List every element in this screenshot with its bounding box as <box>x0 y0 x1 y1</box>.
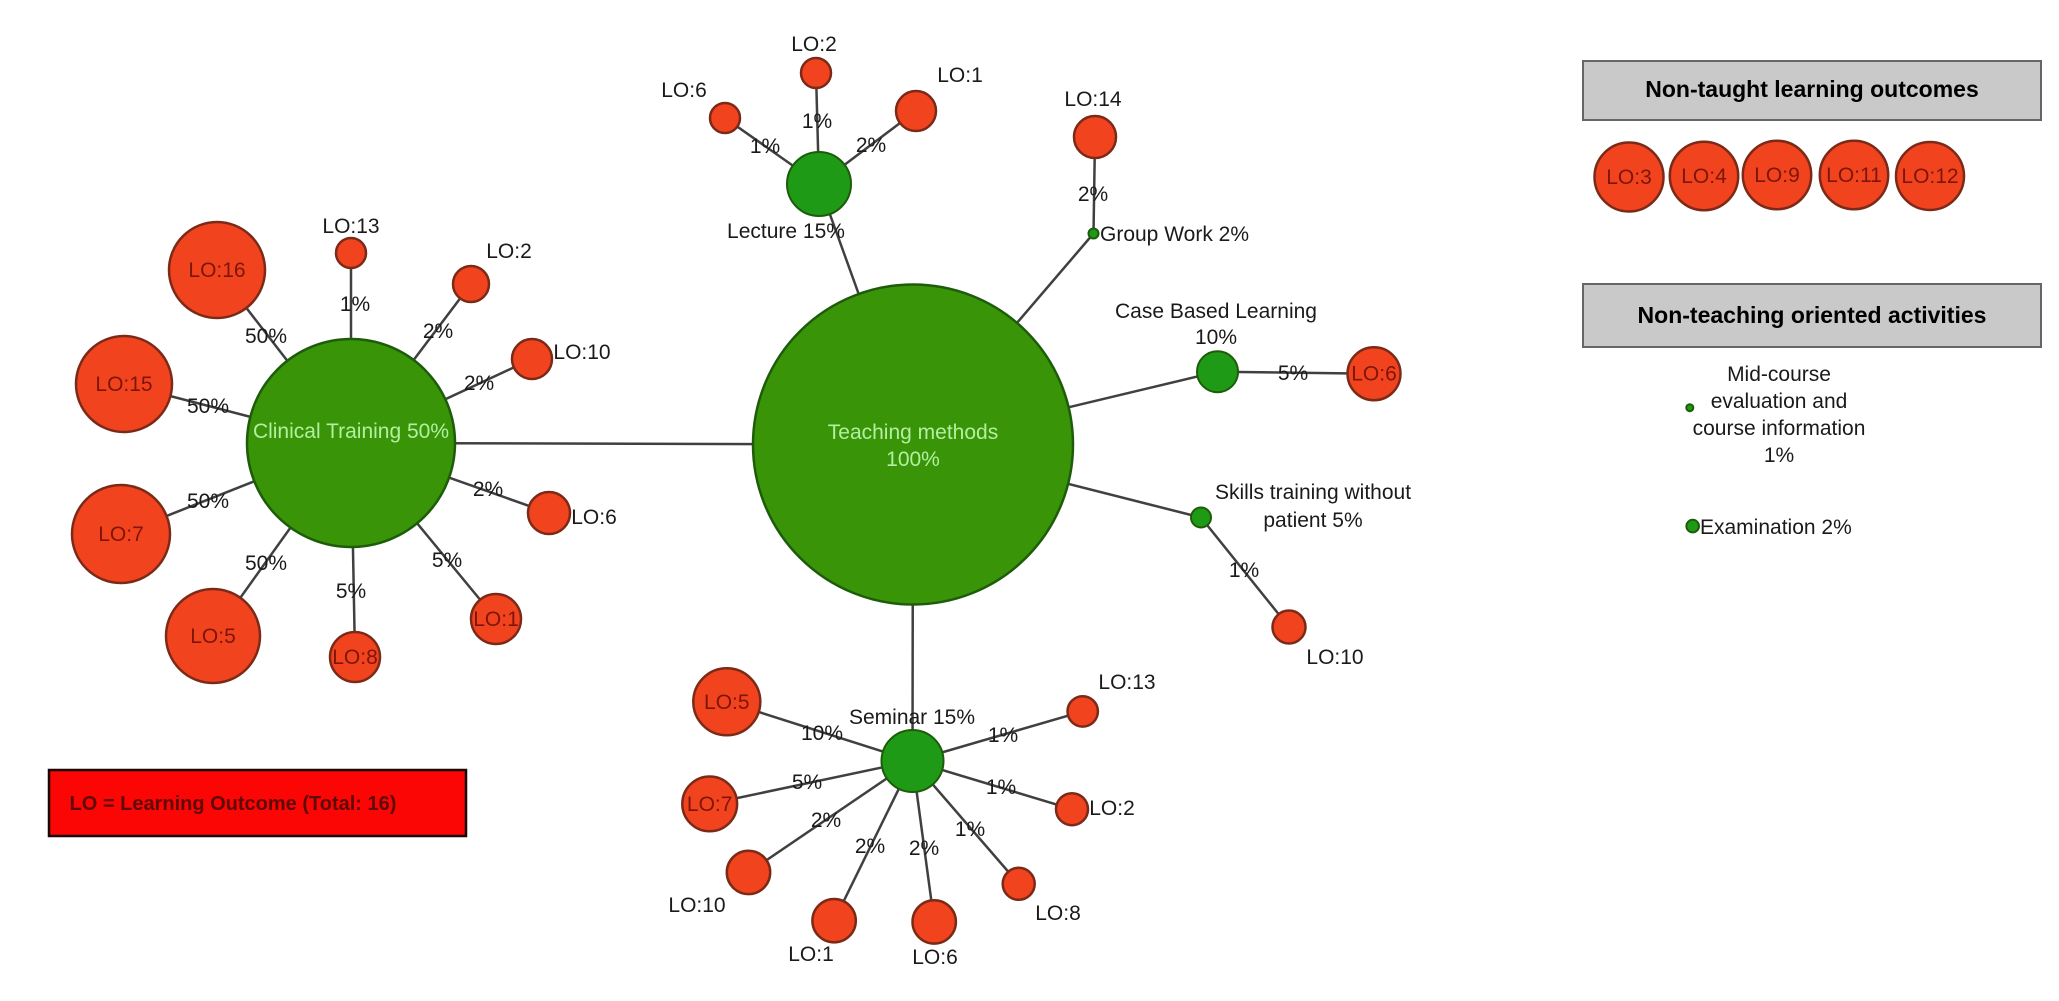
svg-text:LO:3: LO:3 <box>1606 166 1652 189</box>
svg-text:2%: 2% <box>464 372 494 395</box>
svg-text:LO:16: LO:16 <box>188 259 245 282</box>
svg-text:50%: 50% <box>187 490 229 513</box>
svg-text:Lecture 15%: Lecture 15% <box>727 220 845 243</box>
svg-text:1%: 1% <box>986 776 1016 799</box>
svg-text:LO:8: LO:8 <box>332 646 378 669</box>
svg-text:LO:1: LO:1 <box>788 943 834 966</box>
svg-text:1%: 1% <box>750 135 780 158</box>
svg-text:LO:15: LO:15 <box>95 373 152 396</box>
svg-text:LO:9: LO:9 <box>1754 164 1800 187</box>
svg-text:LO:2: LO:2 <box>486 240 532 263</box>
svg-text:Teaching methods: Teaching methods <box>828 421 998 444</box>
svg-text:100%: 100% <box>886 448 940 471</box>
svg-text:Seminar 15%: Seminar 15% <box>849 706 975 729</box>
svg-text:Non-teaching oriented activiti: Non-teaching oriented activities <box>1638 302 1987 328</box>
svg-text:2%: 2% <box>811 809 841 832</box>
svg-text:1%: 1% <box>802 110 832 133</box>
svg-text:LO:14: LO:14 <box>1064 88 1122 111</box>
svg-text:LO:12: LO:12 <box>1901 165 1958 188</box>
svg-text:50%: 50% <box>187 395 229 418</box>
svg-text:50%: 50% <box>245 552 287 575</box>
svg-text:5%: 5% <box>432 549 462 572</box>
svg-text:Skills training without: Skills training without <box>1215 481 1411 504</box>
svg-text:Case Based Learning: Case Based Learning <box>1115 300 1317 323</box>
svg-text:LO:13: LO:13 <box>322 215 379 238</box>
svg-text:1%: 1% <box>988 724 1018 747</box>
svg-text:LO:7: LO:7 <box>687 793 733 816</box>
svg-text:LO:10: LO:10 <box>553 341 610 364</box>
svg-text:LO:6: LO:6 <box>661 79 707 102</box>
svg-text:Group Work 2%: Group Work 2% <box>1100 223 1249 246</box>
svg-text:5%: 5% <box>336 580 366 603</box>
svg-text:2%: 2% <box>473 478 503 501</box>
svg-text:LO:7: LO:7 <box>98 523 144 546</box>
svg-text:LO:5: LO:5 <box>704 691 750 714</box>
svg-text:LO = Learning Outcome (Total:: LO = Learning Outcome (Total: 16) <box>70 793 397 815</box>
svg-text:2%: 2% <box>423 320 453 343</box>
svg-text:LO:2: LO:2 <box>1089 797 1135 820</box>
svg-text:LO:10: LO:10 <box>668 894 725 917</box>
svg-text:LO:4: LO:4 <box>1681 165 1727 188</box>
svg-text:1%: 1% <box>1229 559 1259 582</box>
svg-text:LO:1: LO:1 <box>937 64 983 87</box>
svg-text:Non-taught learning outcomes: Non-taught learning outcomes <box>1645 76 1979 102</box>
svg-text:5%: 5% <box>1278 362 1308 385</box>
svg-text:LO:6: LO:6 <box>571 506 617 529</box>
svg-text:LO:8: LO:8 <box>1035 902 1081 925</box>
svg-text:1%: 1% <box>340 293 370 316</box>
svg-text:Examination 2%: Examination 2% <box>1700 516 1852 539</box>
svg-text:LO:10: LO:10 <box>1306 646 1363 669</box>
svg-text:LO:13: LO:13 <box>1098 671 1155 694</box>
svg-text:LO:11: LO:11 <box>1826 164 1882 187</box>
svg-text:2%: 2% <box>856 134 886 157</box>
svg-text:LO:1: LO:1 <box>473 608 519 631</box>
svg-text:2%: 2% <box>1078 183 1108 206</box>
svg-text:5%: 5% <box>792 771 822 794</box>
svg-text:evaluation and: evaluation and <box>1711 390 1848 413</box>
svg-text:Mid-course: Mid-course <box>1727 363 1831 386</box>
svg-text:1%: 1% <box>1764 444 1794 467</box>
svg-text:2%: 2% <box>909 837 939 860</box>
svg-text:patient 5%: patient 5% <box>1263 509 1362 532</box>
svg-text:LO:6: LO:6 <box>1351 363 1397 386</box>
svg-text:LO:5: LO:5 <box>190 625 236 648</box>
svg-text:10%: 10% <box>801 722 843 745</box>
svg-text:10%: 10% <box>1195 326 1237 349</box>
svg-text:LO:6: LO:6 <box>912 946 958 969</box>
svg-text:LO:2: LO:2 <box>791 33 837 56</box>
svg-text:course information: course information <box>1693 417 1866 440</box>
svg-text:1%: 1% <box>955 818 985 841</box>
svg-text:50%: 50% <box>245 325 287 348</box>
svg-text:Clinical Training 50%: Clinical Training 50% <box>253 420 449 443</box>
svg-text:2%: 2% <box>855 835 885 858</box>
